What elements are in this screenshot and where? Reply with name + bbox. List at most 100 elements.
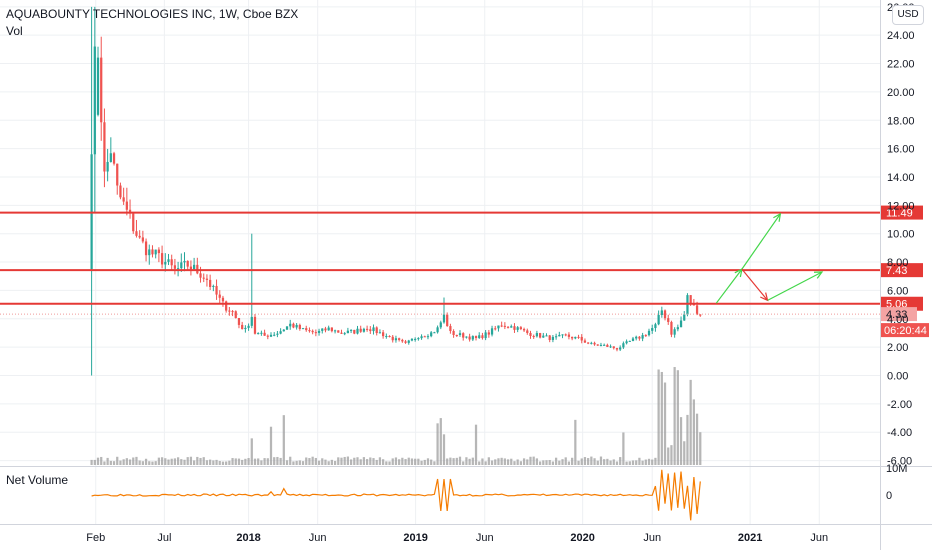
candle-body xyxy=(628,340,631,342)
volume-bar xyxy=(180,459,183,465)
candle-body xyxy=(170,259,173,266)
volume-bar xyxy=(647,458,651,465)
volume-bar xyxy=(205,460,209,465)
candle-body xyxy=(590,342,593,344)
volume-bar xyxy=(500,457,503,465)
candle-body xyxy=(340,332,343,334)
candle-body xyxy=(103,122,106,172)
volume-bar xyxy=(349,459,353,465)
candle-body xyxy=(699,314,702,316)
projection-arrows[interactable] xyxy=(715,212,824,304)
candle-body xyxy=(273,334,276,336)
candle-body xyxy=(116,163,119,186)
candle-body xyxy=(542,335,545,338)
volume-bar xyxy=(439,418,442,465)
volume-bar xyxy=(234,458,237,465)
net-volume-tick: 10M xyxy=(886,463,907,475)
candle-body xyxy=(561,334,564,336)
candle-body xyxy=(173,265,177,269)
volume-bar xyxy=(132,457,135,465)
volume-bar xyxy=(119,460,122,465)
candle-body xyxy=(679,320,683,328)
x-tick-label: Feb xyxy=(86,532,105,544)
candle-body xyxy=(596,344,599,346)
volume-bar xyxy=(199,457,202,465)
volume-bar xyxy=(100,456,103,465)
volume-bar xyxy=(173,458,177,465)
candle-body xyxy=(446,314,449,327)
volume-bar xyxy=(631,460,635,465)
volume-bar xyxy=(596,460,599,465)
currency-button[interactable]: USD xyxy=(892,5,924,25)
candle-body xyxy=(135,231,138,236)
candle-body xyxy=(234,311,237,319)
candle-body xyxy=(599,344,603,346)
candle-body xyxy=(144,241,148,256)
volume-bar xyxy=(571,457,574,465)
candle-body xyxy=(189,266,193,270)
volume-bar xyxy=(343,456,346,465)
candle-body xyxy=(359,328,362,332)
candle-body xyxy=(603,344,606,346)
volume-bar xyxy=(452,458,455,465)
volume-bar xyxy=(679,417,683,465)
volume-bar xyxy=(446,458,449,465)
candle-body xyxy=(154,249,157,255)
candle-body xyxy=(346,330,350,334)
volume-bar xyxy=(503,458,506,465)
volume-bar xyxy=(625,461,628,465)
candle-body xyxy=(337,330,340,333)
candle-body xyxy=(186,260,189,267)
volume-bar xyxy=(311,456,314,465)
volume-bar xyxy=(122,459,125,465)
net-volume-pane xyxy=(91,469,701,521)
candle-body xyxy=(285,326,289,330)
volume-bar xyxy=(519,461,522,465)
candle-body xyxy=(689,295,692,304)
projection-arrowhead xyxy=(773,212,782,222)
candle-body xyxy=(494,328,497,330)
candle-body xyxy=(311,330,314,333)
candle-body xyxy=(468,336,471,340)
volume-bar xyxy=(260,460,263,465)
candle-body xyxy=(526,330,529,333)
candle-body xyxy=(250,316,253,326)
candle-body xyxy=(298,324,301,329)
projection-arrow xyxy=(715,268,743,304)
volume-bar xyxy=(478,461,481,465)
candle-body xyxy=(401,339,404,342)
net-volume-label: Net Volume xyxy=(6,473,69,487)
volume-bar xyxy=(699,432,702,465)
volume-bar xyxy=(394,457,398,465)
candle-body xyxy=(638,336,641,339)
candle-body xyxy=(503,325,506,327)
candle-body xyxy=(164,261,167,265)
candle-body xyxy=(209,279,212,287)
candle-body xyxy=(532,336,535,338)
candle-body xyxy=(141,237,144,242)
candle-body xyxy=(660,310,663,315)
volume-bar xyxy=(247,458,250,465)
candle-body xyxy=(333,330,337,332)
volume-bar xyxy=(196,456,199,465)
volume-bar xyxy=(125,458,128,465)
volume-bar xyxy=(564,457,567,465)
candle-body xyxy=(567,334,571,337)
volume-bar xyxy=(295,460,298,465)
volume-bar xyxy=(282,415,285,465)
candle-body xyxy=(609,346,612,348)
candle-body xyxy=(215,285,218,295)
candle-body xyxy=(410,338,414,341)
volume-bar xyxy=(494,459,497,465)
volume-bar xyxy=(356,457,359,465)
volume-bar xyxy=(695,413,699,465)
volume-bar xyxy=(225,461,228,465)
volume-bar xyxy=(237,458,241,465)
candle-body xyxy=(686,295,689,315)
volume-bar xyxy=(324,459,327,465)
candle-body xyxy=(205,278,209,280)
candle-body xyxy=(324,328,327,331)
y-tick-label: 2.00 xyxy=(887,342,908,354)
